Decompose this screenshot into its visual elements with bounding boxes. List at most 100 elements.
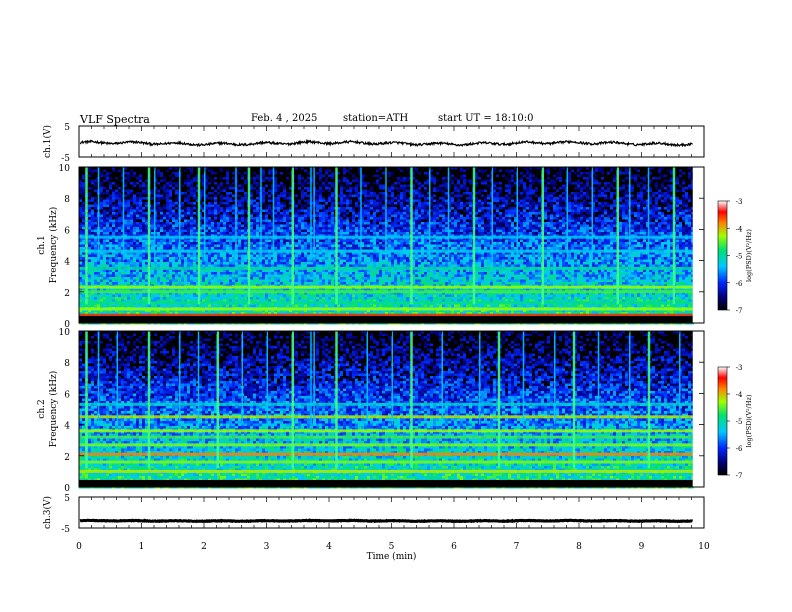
ch1-spectrogram-cell bbox=[256, 232, 259, 235]
ch1-spectrogram-cell bbox=[463, 169, 466, 172]
ch1-spectrogram-cell bbox=[670, 242, 673, 245]
ch1-spectrogram-cell bbox=[499, 189, 502, 192]
ch1-spectrogram-cell bbox=[301, 207, 304, 210]
ch1-spectrogram-cell bbox=[337, 244, 340, 247]
ch1-spectrogram-cell bbox=[634, 167, 637, 170]
ch1-spectrogram-cell bbox=[478, 232, 481, 235]
ch1-spectrogram-cell bbox=[526, 229, 529, 232]
ch1-spectrogram-cell bbox=[319, 224, 322, 227]
ch1-spectrogram-cell bbox=[265, 242, 268, 245]
ch1-spectrogram-cell bbox=[400, 202, 403, 205]
ch1-spectrogram-cell bbox=[118, 169, 121, 172]
ch1-spectrogram-cell bbox=[394, 187, 397, 190]
ch1-spectrogram-cell bbox=[133, 202, 136, 205]
ch1-spectrogram-cell bbox=[556, 189, 559, 192]
ch1-spectrogram-cell bbox=[145, 217, 148, 220]
ch1-spectrogram-cell bbox=[568, 207, 571, 210]
ch1-spectrogram-cell bbox=[211, 202, 214, 205]
ch1-spectrogram-cell bbox=[112, 189, 115, 192]
ch1-spectrogram-cell bbox=[301, 167, 304, 170]
ch1-spectrogram-cell bbox=[139, 174, 142, 177]
ch1-spectrogram-cell bbox=[559, 177, 562, 180]
ch1-spectrogram-cell bbox=[130, 169, 133, 172]
ch1-spectrogram-cell bbox=[433, 179, 436, 182]
ch1-spectrogram-cell bbox=[211, 212, 214, 215]
ch1-spectrogram-cell bbox=[370, 197, 373, 200]
ch1-spectrogram-cell bbox=[529, 192, 532, 195]
ch1-spectrogram-cell bbox=[511, 177, 514, 180]
ch1-spectrogram-cell bbox=[100, 197, 103, 200]
ch1-spectrogram-cell bbox=[550, 222, 553, 225]
ch1-spectrogram-cell bbox=[559, 242, 562, 245]
ch1-spectrogram-cell bbox=[442, 212, 445, 215]
ch1-spectrogram-cell bbox=[301, 217, 304, 220]
ch1-spectrogram-cell bbox=[634, 177, 637, 180]
ch1-spectrogram-cell bbox=[607, 222, 610, 225]
ch1-spectrogram-cell bbox=[388, 244, 391, 247]
ch1-spectrogram-cell bbox=[634, 174, 637, 177]
ch1-spectrogram-cell bbox=[364, 212, 367, 215]
ch1-spectrogram-cell bbox=[682, 197, 685, 200]
ch1-spectrogram-cell bbox=[397, 214, 400, 217]
ch1-spectrogram-cell bbox=[460, 224, 463, 227]
ch1-spectrogram-cell bbox=[127, 204, 130, 207]
ch1-spectrogram-cell bbox=[574, 219, 577, 222]
ch1-spectrogram-cell bbox=[346, 239, 349, 242]
ch1-spectrogram-cell bbox=[682, 179, 685, 182]
ch1-spectrogram-cell bbox=[580, 204, 583, 207]
ch1-spectrogram-cell bbox=[508, 182, 511, 185]
ch1-spectrogram-cell bbox=[346, 199, 349, 202]
ch1-spectrogram-cell bbox=[124, 194, 127, 197]
ch1-spectrogram-cell bbox=[226, 244, 229, 247]
ch1-spectrogram-cell bbox=[583, 219, 586, 222]
ch1-spectrogram-cell bbox=[574, 222, 577, 225]
ch1-spectrogram-cell bbox=[451, 227, 454, 230]
ch1-spectrogram-cell bbox=[211, 169, 214, 172]
ch1-spectrogram-cell bbox=[679, 169, 682, 172]
ch1-spectrogram-cell bbox=[253, 239, 256, 242]
ch1-spectrogram-cell bbox=[376, 242, 379, 245]
ch1-spectrogram-cell bbox=[670, 239, 673, 242]
ch1-spectrogram-cell bbox=[625, 227, 628, 230]
ch1-spectrogram-cell bbox=[370, 244, 373, 247]
ch1-spectrogram-cell bbox=[142, 214, 145, 217]
ch1-spectrogram-cell bbox=[508, 217, 511, 220]
ch1-spectrogram-cell bbox=[172, 244, 175, 247]
ch1-spectrogram-cell bbox=[316, 204, 319, 207]
ch1-spectrogram-cell bbox=[469, 212, 472, 215]
ch1-spectrogram-cell bbox=[529, 174, 532, 177]
ch1-spectrogram-cell bbox=[691, 219, 694, 222]
ch1-spectrogram-cell bbox=[670, 197, 673, 200]
ch1-spectrogram-cell bbox=[418, 202, 421, 205]
ch1-spectrogram-cell bbox=[508, 207, 511, 210]
ch1-spectrogram-cell bbox=[229, 184, 232, 187]
ch1-spectrogram-cell bbox=[550, 182, 553, 185]
ch1-spectrogram-cell bbox=[202, 179, 205, 182]
ch1-spectrogram-cell bbox=[301, 244, 304, 247]
ch1-spectrogram-cell bbox=[496, 197, 499, 200]
ch1-spectrogram-cell bbox=[469, 222, 472, 225]
ch1-spectrogram-cell bbox=[595, 209, 598, 212]
ch1-spectrogram-cell bbox=[676, 219, 679, 222]
ch1-spectrogram-cell bbox=[319, 179, 322, 182]
ch1-spectrogram-cell bbox=[331, 239, 334, 242]
ch1-spectrogram-cell bbox=[538, 227, 541, 230]
ch1-spectrogram-cell bbox=[451, 207, 454, 210]
ch1-spectrogram-cell bbox=[190, 239, 193, 242]
ch1-spectrogram-cell bbox=[427, 232, 430, 235]
ch1-spectrogram-cell bbox=[124, 199, 127, 202]
ch1-spectrogram-cell bbox=[124, 177, 127, 180]
ch1-spectrogram-cell bbox=[262, 224, 265, 227]
ch1-spectrogram-cell bbox=[79, 187, 82, 190]
ch1-spectrogram-cell bbox=[631, 244, 634, 247]
ch1-spectrogram-cell bbox=[487, 202, 490, 205]
ch1-spectrogram-cell bbox=[526, 242, 529, 245]
ch1-spectrogram-cell bbox=[562, 224, 565, 227]
ch1-spectrogram-cell bbox=[481, 214, 484, 217]
ch1-spectrogram-cell bbox=[274, 177, 277, 180]
ch1-spectrogram-cell bbox=[574, 187, 577, 190]
ch1-spectrogram-cell bbox=[400, 204, 403, 207]
ch1-spectrogram-cell bbox=[265, 224, 268, 227]
ch1-spectrogram-cell bbox=[361, 217, 364, 220]
ch1-spectrogram-cell bbox=[250, 232, 253, 235]
